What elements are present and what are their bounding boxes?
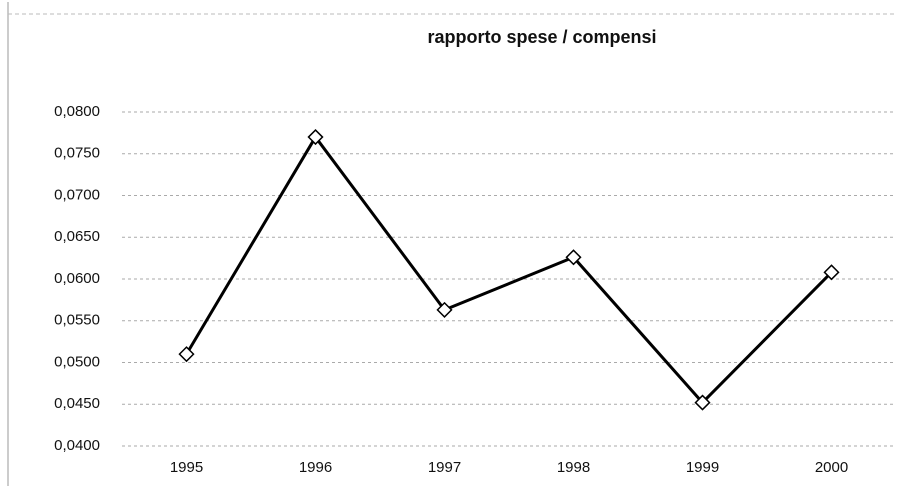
y-tick-label: 0,0650 bbox=[54, 228, 100, 245]
y-tick-label: 0,0550 bbox=[54, 312, 100, 329]
data-point bbox=[823, 264, 840, 281]
data-point bbox=[565, 249, 582, 266]
y-tick-label: 0,0700 bbox=[54, 186, 100, 203]
y-tick-label: 0,0450 bbox=[54, 395, 100, 412]
data-point bbox=[307, 128, 324, 146]
chart-title: rapporto spese / compensi bbox=[427, 27, 656, 47]
data-point bbox=[694, 394, 711, 411]
data-point bbox=[436, 301, 453, 318]
x-tick-label: 1995 bbox=[170, 459, 203, 476]
y-tick-label: 0,0800 bbox=[54, 103, 100, 120]
data-line bbox=[185, 135, 833, 405]
x-tick-label: 1997 bbox=[428, 459, 461, 476]
y-tick-label: 0,0400 bbox=[54, 437, 100, 454]
data-point bbox=[178, 346, 195, 363]
x-tick-label: 1996 bbox=[299, 459, 332, 476]
y-tick-label: 0,0600 bbox=[54, 270, 100, 287]
x-tick-label: 1998 bbox=[557, 459, 590, 476]
x-tick-label: 2000 bbox=[815, 459, 848, 476]
y-tick-label: 0,0750 bbox=[54, 145, 100, 162]
x-tick-label: 1999 bbox=[686, 459, 719, 476]
y-tick-label: 0,0500 bbox=[54, 353, 100, 370]
